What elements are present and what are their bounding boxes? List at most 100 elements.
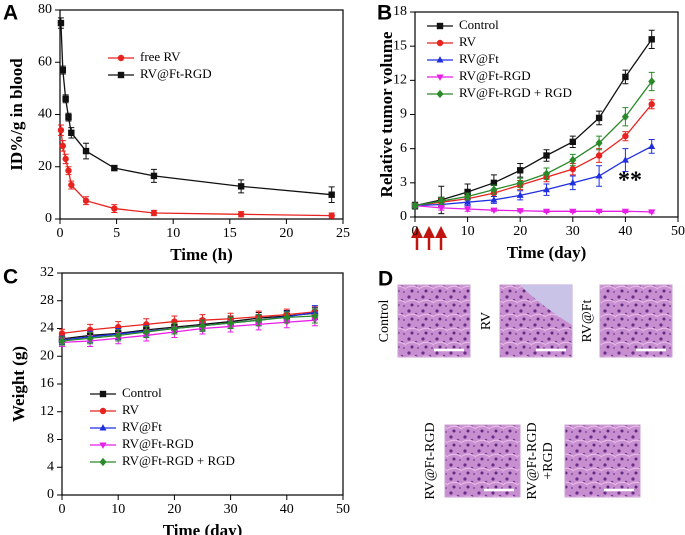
legend-label: RV@Ft-RGD (122, 436, 194, 451)
x-tick-label: 5 (113, 226, 120, 241)
data-point (648, 142, 656, 149)
legend-label: RV@Ft (459, 51, 499, 66)
data-point (227, 318, 235, 328)
y-tick-label: 32 (40, 265, 54, 280)
legend-label: RV@Ft-RGD + RGD (459, 85, 572, 100)
data-point (543, 152, 550, 159)
legend-label: RV@Ft-RGD (140, 66, 212, 81)
legend-marker (99, 407, 107, 415)
panel-label: D (378, 268, 393, 291)
legend-marker (436, 74, 444, 81)
x-tick-label: 0 (57, 226, 64, 241)
legend-label: RV@Ft-RGD (459, 68, 531, 83)
y-tick-label: 20 (40, 348, 54, 363)
data-point (569, 208, 577, 216)
data-point (621, 208, 629, 216)
panel-label: B (377, 2, 392, 25)
y-tick-label: 15 (393, 38, 407, 53)
data-point (111, 164, 118, 172)
data-point (68, 129, 75, 136)
y-tick-label: 28 (40, 293, 54, 308)
x-tick-label: 10 (166, 226, 180, 241)
data-point (595, 114, 603, 122)
y-tick-label: 12 (393, 73, 407, 88)
series (58, 305, 319, 339)
data-point (411, 201, 419, 210)
image-label: +RGD (541, 442, 556, 479)
data-point (65, 113, 72, 121)
histology-image (397, 284, 471, 358)
y-tick-label: 16 (40, 376, 54, 391)
legend-label: RV (459, 34, 477, 49)
data-point (150, 209, 158, 217)
x-tick-label: 10 (461, 224, 475, 239)
series-line (61, 312, 315, 340)
x-axis-title: Time (day) (507, 243, 587, 262)
y-tick-label: 20 (38, 159, 52, 174)
data-point (68, 181, 75, 189)
data-point (569, 155, 577, 165)
x-tick-label: 20 (167, 502, 181, 517)
x-tick-label: 0 (59, 502, 66, 517)
image-label: RV (479, 312, 494, 330)
legend-marker (117, 71, 125, 79)
y-tick-label: 9 (400, 107, 407, 122)
data-point (517, 167, 524, 174)
data-point (542, 169, 551, 178)
legend-marker (436, 39, 444, 47)
data-point (542, 208, 551, 216)
data-point (516, 178, 524, 187)
data-point (516, 191, 524, 198)
data-point (111, 205, 118, 212)
y-tick-label: 18 (393, 4, 407, 19)
legend-marker (436, 89, 444, 99)
data-point (437, 196, 445, 206)
x-tick-label: 30 (224, 502, 238, 517)
data-point (328, 191, 335, 198)
x-tick-label: 15 (223, 226, 237, 241)
data-point (490, 179, 498, 187)
data-point (621, 112, 629, 121)
series (57, 17, 335, 204)
data-point (237, 183, 245, 190)
y-axis-title: Weight (g) (9, 346, 28, 422)
y-tick-label: 40 (38, 107, 52, 122)
x-tick-label: 40 (280, 502, 294, 517)
data-point (595, 138, 603, 148)
data-point (648, 77, 656, 86)
y-tick-label: 12 (40, 404, 54, 419)
series-line (61, 319, 315, 344)
x-tick-label: 20 (513, 224, 527, 239)
annotation: ** (618, 168, 642, 194)
data-point (464, 206, 472, 213)
data-point (283, 313, 291, 322)
data-point (595, 152, 603, 159)
data-point (490, 185, 498, 194)
series (58, 308, 319, 346)
x-axis-title: Time (day) (163, 521, 243, 535)
data-point (542, 185, 551, 193)
data-point (59, 66, 67, 74)
y-tick-label: 6 (400, 141, 407, 156)
series-line (61, 315, 315, 342)
data-point (82, 197, 90, 204)
legend-marker (436, 22, 444, 30)
data-point (82, 147, 90, 155)
data-point (464, 198, 472, 205)
legend-label: free RV (140, 49, 181, 64)
histology-image (444, 424, 521, 498)
histology-image (564, 424, 641, 498)
legend-label: RV@Ft-RGD + RGD (122, 453, 235, 468)
data-point (648, 36, 655, 43)
data-point (648, 101, 655, 108)
legend-label: Control (459, 17, 499, 32)
image-background (520, 285, 572, 325)
data-point (57, 126, 65, 134)
dosing-arrows (411, 226, 447, 250)
image-label: Control (377, 300, 392, 343)
data-point (464, 192, 472, 201)
data-point (569, 138, 576, 146)
series (411, 202, 656, 216)
data-point (595, 172, 603, 179)
